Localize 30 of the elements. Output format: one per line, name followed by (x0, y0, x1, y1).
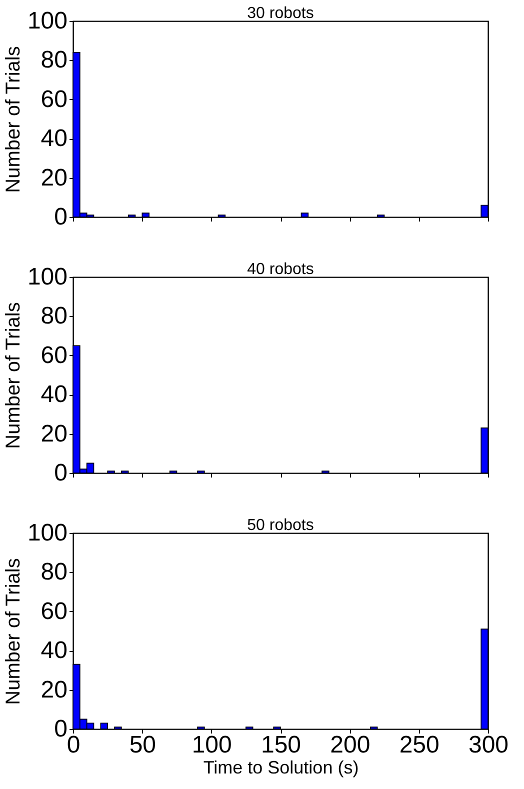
y-axis-title: Number of Trials (2, 558, 24, 705)
chart-title: 30 robots (247, 5, 314, 22)
y-tick-label: 60 (40, 342, 68, 369)
y-tick-label: 80 (40, 46, 68, 74)
x-tick-label: 200 (330, 732, 370, 758)
x-tick-label: 300 (468, 732, 509, 758)
x-tick-label: 150 (260, 732, 302, 758)
y-tick-label: 20 (40, 164, 68, 192)
y-tick-label: 20 (40, 676, 68, 704)
y-tick-label: 20 (40, 420, 68, 448)
y-tick-label: 40 (40, 125, 68, 152)
y-axis-title: Number of Trials (2, 46, 24, 193)
y-tick-label: 0 (54, 460, 68, 486)
y-axis-title: Number of Trials (2, 302, 24, 449)
y-tick-label: 60 (40, 86, 68, 113)
x-tick-label: 250 (399, 732, 440, 758)
x-axis-title: Time to Solution (s) (203, 758, 359, 778)
chart-title: 50 robots (247, 517, 314, 534)
y-tick-label: 0 (54, 204, 68, 230)
y-tick-label: 40 (40, 637, 68, 664)
y-tick-label: 80 (40, 558, 68, 586)
x-tick-label: 50 (129, 732, 156, 758)
y-tick-label: 80 (40, 302, 68, 330)
chart-title: 40 robots (247, 261, 314, 278)
y-tick-label: 100 (27, 8, 68, 34)
y-tick-label: 100 (27, 520, 68, 546)
x-tick-label: 100 (192, 732, 232, 758)
y-tick-label: 60 (40, 598, 68, 625)
y-tick-label: 100 (27, 264, 68, 290)
y-tick-label: 40 (40, 381, 68, 408)
